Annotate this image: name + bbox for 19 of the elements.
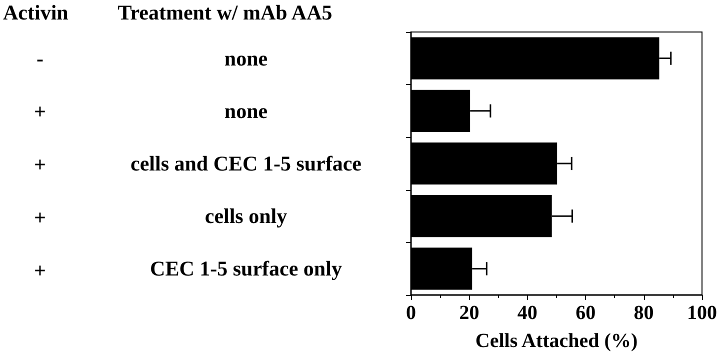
y-tick-label: cells only bbox=[204, 204, 288, 228]
y-tick-label: cells and CEC 1-5 surface bbox=[130, 152, 362, 176]
text: Activin bbox=[3, 0, 69, 24]
x-tick-label: 60 bbox=[576, 302, 596, 324]
x-tick-label: 40 bbox=[517, 302, 538, 324]
text: + bbox=[34, 100, 46, 124]
x-axis-title: Cells Attached (%) bbox=[475, 330, 638, 352]
y-axis-title: Treatment w/ mAb AA5 bbox=[118, 0, 332, 24]
x-tick-label: 80 bbox=[634, 302, 654, 324]
text: + bbox=[34, 206, 46, 230]
x-tick-label: 20 bbox=[459, 302, 480, 324]
text: + bbox=[34, 152, 46, 176]
y-tick-label: CEC 1-5 surface only bbox=[150, 256, 342, 281]
y-tick-label: none bbox=[224, 98, 268, 123]
y-tick-label: none bbox=[224, 46, 268, 70]
x-tick-label: 100 bbox=[687, 302, 717, 324]
text: - bbox=[36, 46, 44, 70]
x-tick-label: 0 bbox=[406, 302, 416, 324]
text: + bbox=[34, 258, 46, 282]
